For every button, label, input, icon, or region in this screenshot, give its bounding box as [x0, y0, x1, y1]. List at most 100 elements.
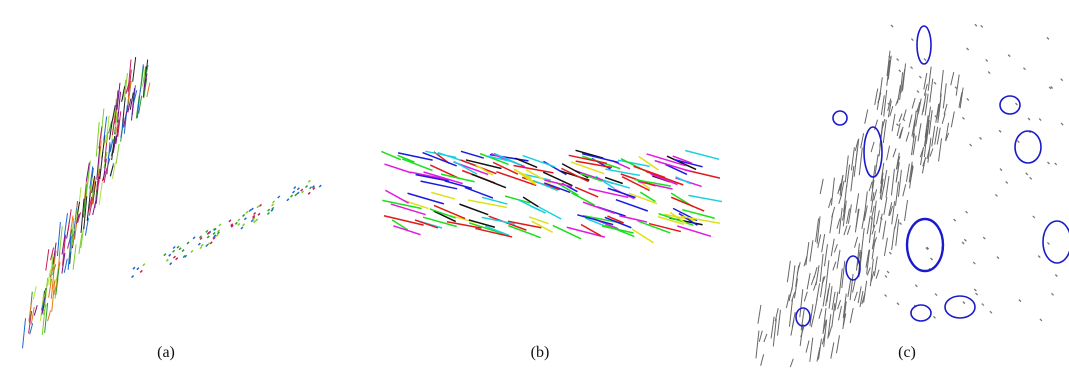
point-stroke [891, 25, 893, 27]
point-stroke [810, 240, 813, 261]
point-stroke [33, 286, 36, 299]
point-stroke [895, 214, 898, 229]
point-stroke [797, 262, 800, 274]
point-stroke [983, 237, 985, 239]
point-stroke [256, 219, 258, 221]
point-stroke [786, 295, 789, 308]
point-stroke [976, 293, 978, 295]
point-stroke [539, 207, 562, 219]
point-stroke [761, 354, 764, 365]
point-stroke [164, 254, 166, 256]
point-stroke [789, 300, 792, 327]
point-stroke [465, 187, 493, 198]
point-stroke [811, 276, 814, 285]
point-stroke [177, 246, 179, 248]
point-stroke [877, 92, 880, 110]
point-stroke [981, 25, 983, 27]
point-stroke [310, 187, 312, 189]
point-stroke [238, 223, 240, 225]
point-stroke [963, 302, 965, 304]
ellipse [911, 305, 931, 321]
point-stroke [822, 234, 825, 252]
point-stroke [244, 218, 246, 220]
point-stroke [140, 270, 142, 272]
caption: (b) [531, 344, 550, 361]
point-stroke [820, 179, 823, 194]
point-stroke [468, 200, 507, 207]
point-stroke [933, 316, 935, 318]
point-stroke [254, 212, 256, 214]
point-stroke [839, 268, 842, 294]
detection-ellipses [796, 26, 1069, 326]
point-stroke [790, 359, 793, 367]
point-stroke [962, 242, 964, 244]
point-stroke [817, 283, 820, 300]
point-stroke [897, 124, 899, 126]
point-stroke [132, 276, 134, 278]
point-stroke [885, 295, 887, 297]
point-stroke [101, 108, 104, 139]
point-stroke [787, 261, 790, 282]
point-stroke [835, 292, 838, 311]
point-stroke [899, 70, 901, 72]
point-stroke [831, 342, 834, 358]
point-stroke [887, 146, 890, 161]
ellipse [833, 111, 847, 125]
point-stroke [876, 210, 879, 224]
point-stroke [619, 216, 647, 222]
point-stroke [268, 209, 270, 211]
point-stroke [897, 59, 899, 61]
point-stroke [970, 144, 972, 146]
point-stroke [934, 82, 936, 84]
point-stroke [1030, 177, 1032, 179]
point-stroke [257, 206, 259, 208]
point-stroke [241, 227, 243, 229]
point-stroke [834, 244, 837, 252]
point-stroke [632, 229, 654, 243]
point-stroke [758, 305, 761, 324]
point-stroke [297, 188, 299, 190]
point-stroke [472, 174, 506, 187]
point-stroke [906, 164, 909, 182]
point-stroke [293, 191, 295, 193]
point-stroke [301, 189, 303, 191]
caption: (a) [157, 344, 175, 361]
point-stroke [999, 130, 1001, 132]
point-stroke [297, 192, 299, 194]
point-stroke [892, 201, 895, 224]
point-stroke [759, 331, 762, 342]
point-stroke [1055, 274, 1057, 276]
point-stroke [861, 133, 864, 148]
point-stroke [1008, 55, 1010, 57]
point-stroke [206, 244, 208, 246]
point-stroke [940, 70, 943, 97]
caption: (c) [898, 344, 916, 361]
point-stroke [170, 263, 172, 265]
point-stroke [291, 195, 293, 197]
point-stroke [917, 91, 919, 93]
point-stroke [64, 213, 67, 235]
point-stroke [874, 189, 877, 200]
point-stroke [903, 184, 906, 196]
point-stroke [1028, 118, 1030, 120]
ellipse [1015, 131, 1041, 163]
panel-c-point-cloud [756, 24, 1063, 367]
point-stroke [842, 261, 845, 288]
point-stroke [861, 228, 864, 255]
point-stroke [967, 98, 969, 100]
point-stroke [243, 214, 245, 216]
point-stroke [179, 248, 181, 250]
point-stroke [899, 114, 902, 122]
point-stroke [932, 126, 935, 146]
point-stroke [988, 72, 990, 74]
point-stroke [677, 226, 711, 236]
point-stroke [839, 306, 842, 320]
figure: (a) (b) (c) [0, 0, 1069, 375]
point-stroke [819, 339, 822, 360]
point-stroke [583, 202, 615, 213]
point-stroke [928, 67, 931, 91]
point-stroke [924, 59, 926, 61]
point-stroke [833, 262, 836, 271]
point-stroke [235, 222, 237, 224]
point-stroke [143, 264, 145, 266]
